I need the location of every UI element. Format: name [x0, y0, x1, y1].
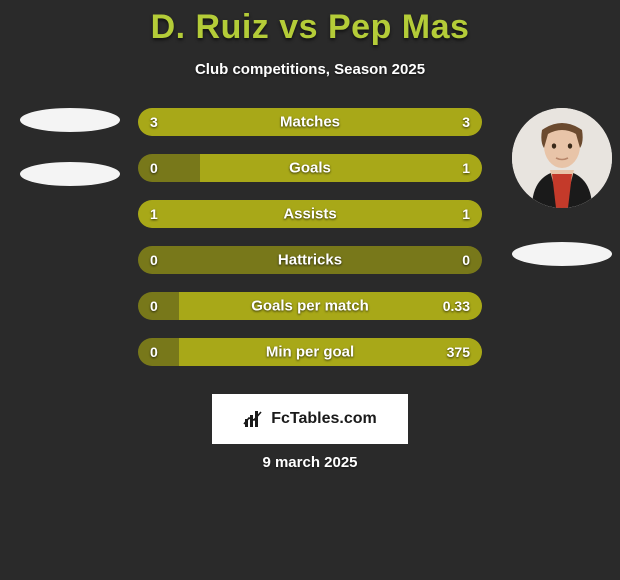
- stat-value-right: 0: [462, 252, 470, 268]
- stat-row: 0Min per goal375: [138, 338, 482, 366]
- player-right-shadow: [512, 242, 612, 266]
- brand-badge: FcTables.com: [212, 394, 408, 444]
- stat-value-right: 375: [447, 344, 470, 360]
- stat-value-right: 0.33: [443, 298, 470, 314]
- comparison-infographic: D. Ruiz vs Pep Mas Club competitions, Se…: [0, 0, 620, 580]
- brand-label: FcTables.com: [271, 410, 377, 428]
- page-title: D. Ruiz vs Pep Mas: [0, 0, 620, 47]
- stat-value-right: 1: [462, 206, 470, 222]
- person-icon: [512, 108, 612, 208]
- stat-row: 0Goals1: [138, 154, 482, 182]
- page-subtitle: Club competitions, Season 2025: [0, 61, 620, 78]
- player-right-avatar: [512, 108, 612, 208]
- stat-value-right: 1: [462, 160, 470, 176]
- stat-row: 1Assists1: [138, 200, 482, 228]
- player-left-avatar-placeholder-1: [20, 108, 120, 132]
- stat-label: Goals per match: [138, 298, 482, 315]
- stat-label: Goals: [138, 160, 482, 177]
- stat-value-right: 3: [462, 114, 470, 130]
- stat-label: Assists: [138, 206, 482, 223]
- stat-row: 0Hattricks0: [138, 246, 482, 274]
- stat-label: Hattricks: [138, 252, 482, 269]
- player-left-avatar-placeholder-2: [20, 162, 120, 186]
- stat-row: 3Matches3: [138, 108, 482, 136]
- stat-label: Min per goal: [138, 344, 482, 361]
- stat-bars: 3Matches30Goals11Assists10Hattricks00Goa…: [138, 108, 482, 384]
- stat-row: 0Goals per match0.33: [138, 292, 482, 320]
- stat-label: Matches: [138, 114, 482, 131]
- bar-chart-icon: [243, 409, 265, 429]
- footer-date: 9 march 2025: [0, 454, 620, 471]
